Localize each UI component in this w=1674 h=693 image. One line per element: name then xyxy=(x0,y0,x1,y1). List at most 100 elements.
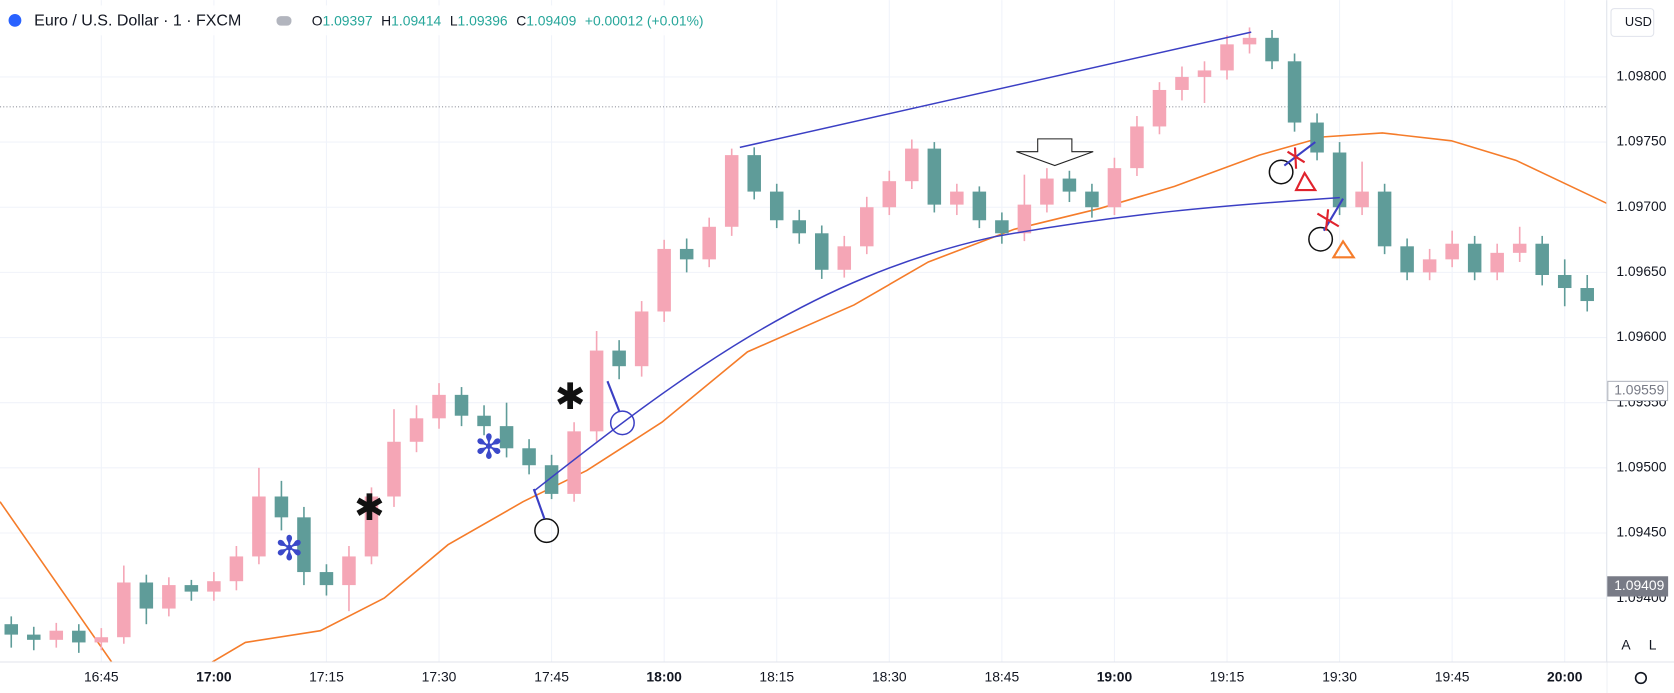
candle-body xyxy=(1490,252,1504,273)
candle-body xyxy=(702,226,716,260)
candle-body xyxy=(1557,274,1572,289)
y-tick-label: 1.09750 xyxy=(1616,133,1666,149)
ohlc-value: 1.09409 xyxy=(526,12,576,28)
x-tick-label: 20:00 xyxy=(1547,669,1583,685)
price-label: 1.09409 xyxy=(1614,577,1664,593)
ohlc-value: 1.09414 xyxy=(391,12,441,28)
ohlc-key: L xyxy=(450,12,458,28)
x-tick-label: 18:45 xyxy=(985,669,1020,685)
auto-scale-button[interactable]: A xyxy=(1621,637,1631,653)
candle-body xyxy=(252,496,266,557)
stroke xyxy=(1283,141,1316,167)
asterisk-mark: ✱ xyxy=(354,487,384,528)
candle-body xyxy=(319,572,334,586)
candle-body xyxy=(4,624,19,635)
arrow-down xyxy=(1016,138,1094,167)
candle-body xyxy=(1535,243,1549,275)
ohlc-change: +0.00012 (+0.01%) xyxy=(585,12,704,28)
currency-button[interactable] xyxy=(1610,8,1655,37)
candle-body xyxy=(837,246,852,270)
candle-body xyxy=(94,637,109,643)
circle-mark xyxy=(609,410,635,436)
candle-body xyxy=(792,220,806,234)
x-tick-label: 19:00 xyxy=(1097,669,1133,685)
candle-body xyxy=(72,630,86,643)
candle-body xyxy=(1017,204,1032,234)
y-tick-label: 1.09450 xyxy=(1616,524,1666,540)
candle-body xyxy=(207,581,221,592)
x-tick-label: 17:15 xyxy=(309,669,344,685)
candle-body xyxy=(905,148,919,182)
candle-body xyxy=(1355,191,1369,208)
candle-body xyxy=(972,191,987,221)
candle-body xyxy=(589,350,604,432)
candle-body xyxy=(1175,76,1189,90)
candle-body xyxy=(139,582,154,609)
y-tick-label: 1.09700 xyxy=(1616,198,1666,214)
moving-average xyxy=(0,132,1607,662)
candle-body xyxy=(454,394,469,416)
candle-body xyxy=(184,585,199,592)
candle-body xyxy=(1040,178,1054,205)
y-tick-label: 1.09600 xyxy=(1616,328,1666,344)
candle-body xyxy=(1467,243,1482,273)
candle-body xyxy=(1310,122,1324,153)
candle-body xyxy=(1197,70,1212,77)
ma-line xyxy=(0,132,1607,662)
stroke xyxy=(532,488,546,520)
candle-body xyxy=(860,207,874,247)
candle-body xyxy=(1512,243,1527,253)
x-tick-label: 17:45 xyxy=(534,669,569,685)
candle-body xyxy=(522,448,536,466)
y-tick-label: 1.09800 xyxy=(1616,68,1666,84)
candle-body xyxy=(1062,178,1077,192)
candle-body xyxy=(679,248,694,260)
x-tick-label: 16:45 xyxy=(84,669,119,685)
candle-body xyxy=(1107,168,1122,208)
symbol-title: Euro / U.S. Dollar · 1 · FXCM xyxy=(34,13,241,30)
candle-body xyxy=(612,350,626,367)
candle-body xyxy=(544,465,559,494)
price-label: 1.09559 xyxy=(1614,382,1664,398)
cross-mark xyxy=(1316,209,1340,231)
x-tick-label: 19:15 xyxy=(1210,669,1245,685)
stroke xyxy=(606,380,621,412)
candles xyxy=(4,27,1594,653)
axes: 16:45 17:00 17:15 17:30 17:45 18:00 18:15 18:30… xyxy=(84,68,1669,685)
log-scale-button[interactable]: L xyxy=(1649,637,1657,653)
header-bg xyxy=(0,5,705,36)
candle-body xyxy=(432,394,446,419)
time-axis xyxy=(0,661,1607,693)
candle-body xyxy=(477,415,491,427)
settings-icon[interactable] xyxy=(1634,671,1648,685)
candle-body xyxy=(747,155,761,192)
candle-body xyxy=(1220,44,1234,71)
ohlc-value: 1.09397 xyxy=(323,12,373,28)
candle-body xyxy=(657,248,671,312)
header: Euro / U.S. Dollar · 1 · FXCM O1.09397 H1… xyxy=(0,5,705,36)
candle-body xyxy=(342,556,356,586)
candle-body xyxy=(364,496,379,557)
x-tick-label: 17:00 xyxy=(196,669,232,685)
candle-body xyxy=(297,517,311,573)
candle-body xyxy=(274,496,289,518)
candle-body xyxy=(409,418,424,442)
candle-body xyxy=(567,431,581,494)
candle-body xyxy=(1445,243,1459,260)
candle-body xyxy=(1332,152,1347,208)
collapse-button[interactable] xyxy=(276,16,292,26)
trend-curve xyxy=(533,196,1340,492)
x-tick-label: 19:30 xyxy=(1322,669,1357,685)
candle-body xyxy=(1287,61,1302,123)
asterisk-mark: ✻ xyxy=(275,530,304,568)
cross-mark xyxy=(1286,147,1306,169)
candle-body xyxy=(995,220,1009,234)
candle-body xyxy=(49,630,64,640)
currency-label[interactable]: USD xyxy=(1625,14,1652,29)
y-tick-label: 1.09500 xyxy=(1616,458,1666,474)
asterisk-mark: ✱ xyxy=(555,376,585,417)
candle-body xyxy=(117,582,131,638)
